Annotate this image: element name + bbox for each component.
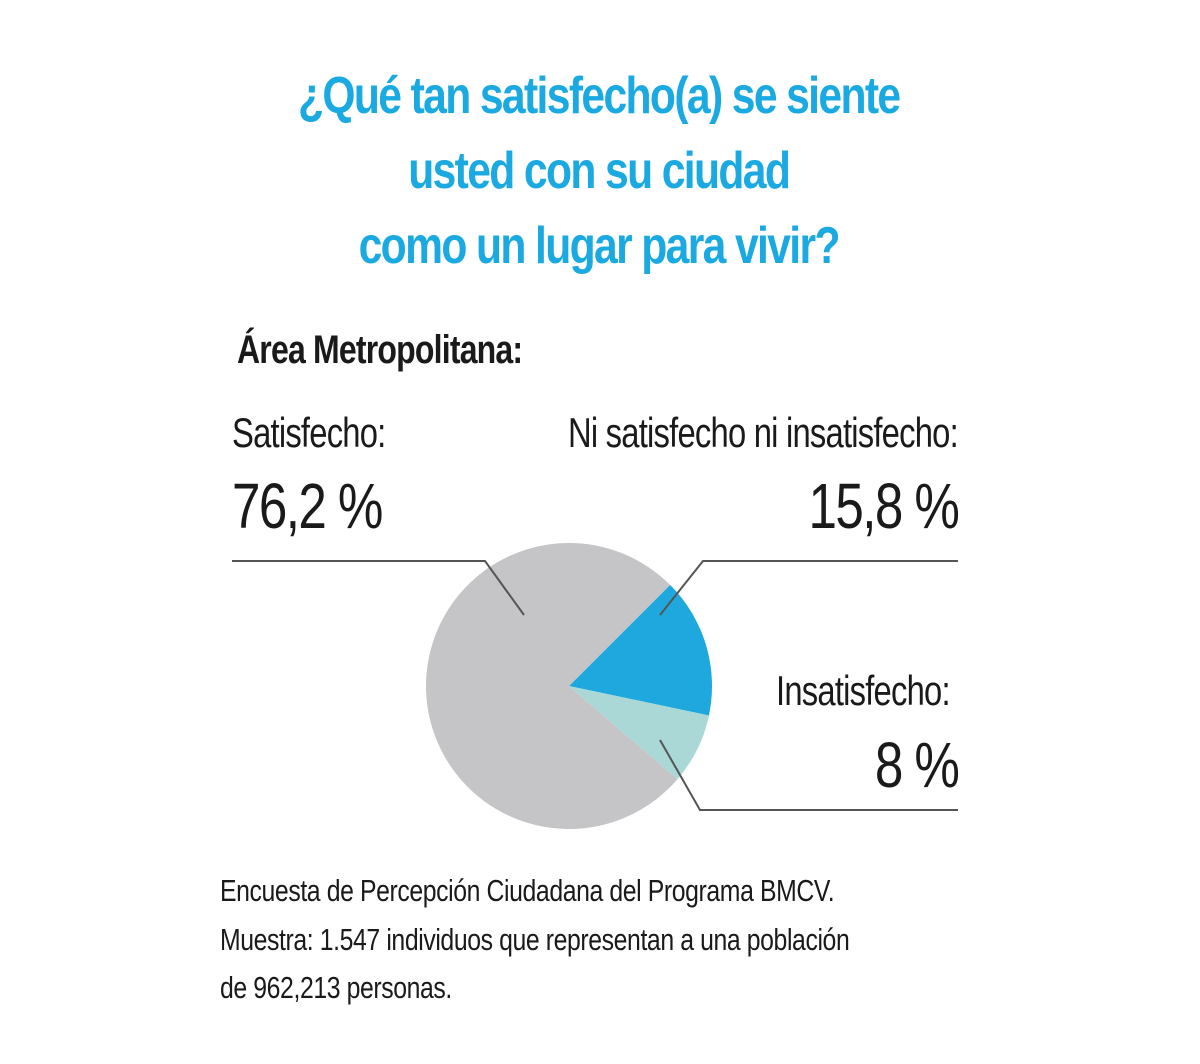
label-ni-satisfecho: Ni satisfecho ni insatisfecho: xyxy=(568,409,959,456)
value-insatisfecho: 8 % xyxy=(874,729,960,801)
leader-line-ni-satisfecho xyxy=(659,560,958,616)
slice-insatisfecho xyxy=(569,686,709,780)
chart-title-line-1: ¿Qué tan satisfecho(a) se siente xyxy=(297,67,901,125)
footnote-line-1: Encuesta de Percepción Ciudadana del Pro… xyxy=(220,873,835,908)
label-satisfecho: Satisfecho: xyxy=(232,409,386,456)
leader-line-insatisfecho xyxy=(659,739,958,811)
value-satisfecho: 76,2 % xyxy=(232,470,383,542)
chart-title-line-3: como un lugar para vivir? xyxy=(358,217,841,275)
chart-title-line-2: usted con su ciudad xyxy=(408,142,791,200)
footnote-line-2: Muestra: 1.547 individuos que representa… xyxy=(220,922,850,957)
value-ni-satisfecho: 15,8 % xyxy=(808,470,959,542)
footnote-line-3: de 962,213 personas. xyxy=(220,970,452,1005)
chart-subtitle: Área Metropolitana: xyxy=(237,328,523,372)
slice-satisfecho xyxy=(426,543,678,829)
slice-ni-satisfecho xyxy=(569,584,712,716)
leader-line-satisfecho xyxy=(232,560,525,616)
label-insatisfecho: Insatisfecho: xyxy=(776,667,951,714)
